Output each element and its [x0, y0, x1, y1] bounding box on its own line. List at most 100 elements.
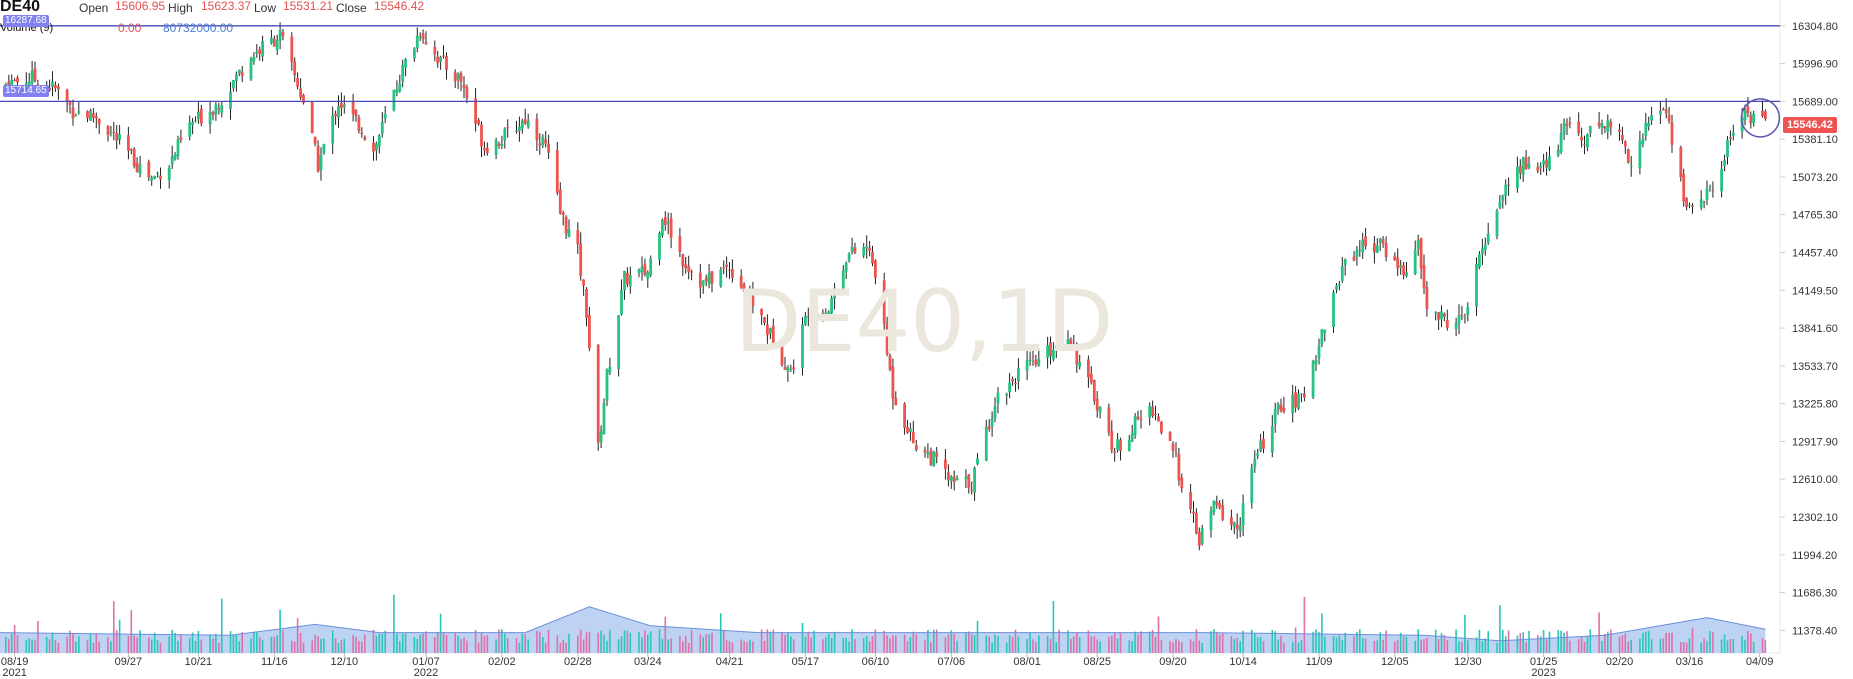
volume-bar — [372, 629, 375, 653]
date-tick-label: 07/06 — [938, 656, 966, 668]
volume-bar — [1353, 636, 1355, 653]
candle-down — [1425, 287, 1429, 310]
candle-up — [1688, 204, 1691, 206]
volume-bar — [1443, 634, 1446, 653]
candle-down — [310, 101, 314, 134]
date-tick-label: 04/21 — [716, 656, 744, 668]
candle-down — [760, 309, 763, 316]
volume-bar — [1256, 637, 1259, 653]
volume-bar — [498, 629, 500, 653]
candle-up — [235, 74, 238, 81]
candle-down — [299, 88, 302, 98]
candle-down — [94, 116, 98, 119]
candle-down — [780, 345, 784, 366]
volume-bar — [1703, 638, 1705, 653]
candle-down — [1524, 157, 1528, 170]
volume-bar — [670, 638, 672, 653]
volume-bar — [1026, 638, 1028, 653]
volume-bar — [1181, 642, 1183, 653]
volume-bar — [1624, 633, 1627, 653]
volume-bar — [690, 630, 693, 653]
volume-bar — [1087, 630, 1090, 653]
volume-bar — [559, 642, 562, 653]
candle-up — [153, 176, 157, 179]
volume-bar — [1312, 631, 1314, 653]
volume-bar — [1499, 605, 1501, 653]
candle-down — [1075, 345, 1079, 365]
candle-down — [1626, 149, 1630, 163]
volume-bar — [334, 638, 337, 653]
candle-down — [806, 316, 810, 318]
candle-down — [1177, 454, 1181, 481]
volume-bar — [1172, 642, 1174, 653]
candle-up — [1483, 244, 1487, 250]
volume-bar — [1712, 631, 1714, 653]
candle-down — [1014, 383, 1017, 384]
volume-bar — [1607, 631, 1609, 653]
low-label: Low — [254, 1, 277, 15]
volume-bar — [1029, 632, 1031, 653]
volume-bar — [597, 632, 599, 653]
volume-bar — [261, 639, 264, 653]
volume-bar — [1242, 630, 1244, 653]
volume-bar — [1116, 638, 1119, 653]
volume-bar — [460, 638, 462, 653]
candle-down — [1110, 431, 1114, 451]
volume-bar — [617, 639, 620, 653]
candle-down — [891, 366, 895, 399]
candle-up — [24, 83, 28, 85]
candle-down — [302, 94, 305, 103]
candle-down — [54, 85, 57, 89]
volume-bar — [495, 639, 497, 653]
candle-up — [520, 120, 524, 129]
volume-bar — [991, 642, 993, 653]
volume-bar — [1274, 631, 1276, 653]
volume-bar — [524, 634, 526, 653]
candle-up — [1600, 123, 1604, 128]
volume-bar — [1598, 612, 1600, 653]
candle-down — [745, 292, 749, 295]
candle-down — [515, 130, 518, 132]
candle-up — [1475, 264, 1478, 307]
candle-up — [748, 289, 752, 295]
date-tick-label: 02/28 — [564, 656, 592, 668]
hline-tag-lower[interactable]: 15714.65 — [3, 85, 49, 97]
candle-up — [220, 105, 224, 113]
volume-bar — [746, 642, 748, 653]
candle-down — [1583, 144, 1586, 146]
candle-up — [1054, 345, 1058, 349]
candle-down — [477, 119, 480, 125]
candle-up — [769, 328, 772, 334]
candle-up — [237, 69, 241, 74]
candle-up — [232, 80, 235, 89]
candle-up — [1647, 122, 1651, 127]
volume-bar — [1589, 629, 1592, 653]
volume-bar — [1682, 642, 1685, 653]
candle-up — [1358, 250, 1362, 252]
volume-bar — [684, 635, 687, 653]
candle-down — [217, 108, 221, 110]
volume-bar — [722, 630, 725, 653]
candle-up — [1300, 393, 1303, 395]
candle-down — [725, 264, 728, 267]
volume-bar — [279, 609, 281, 653]
candle-up — [1066, 338, 1070, 347]
candle-up — [1340, 266, 1344, 281]
candle-down — [127, 135, 130, 151]
candle-up — [331, 115, 335, 144]
hline-tag-upper[interactable]: 16287.68 — [3, 15, 49, 27]
volume-bar — [658, 629, 661, 653]
candle-up — [170, 156, 174, 165]
volume-bar — [1706, 640, 1708, 653]
volume-bar — [781, 632, 783, 653]
date-tick-label: 08/25 — [1083, 656, 1111, 668]
volume-bar — [1189, 639, 1192, 653]
candle-up — [380, 121, 384, 134]
open-value: 15606.95 — [115, 0, 166, 13]
candle-up — [1723, 160, 1726, 167]
candle-down — [1294, 392, 1297, 408]
candle-down — [272, 38, 276, 47]
volume-bar — [232, 634, 235, 653]
